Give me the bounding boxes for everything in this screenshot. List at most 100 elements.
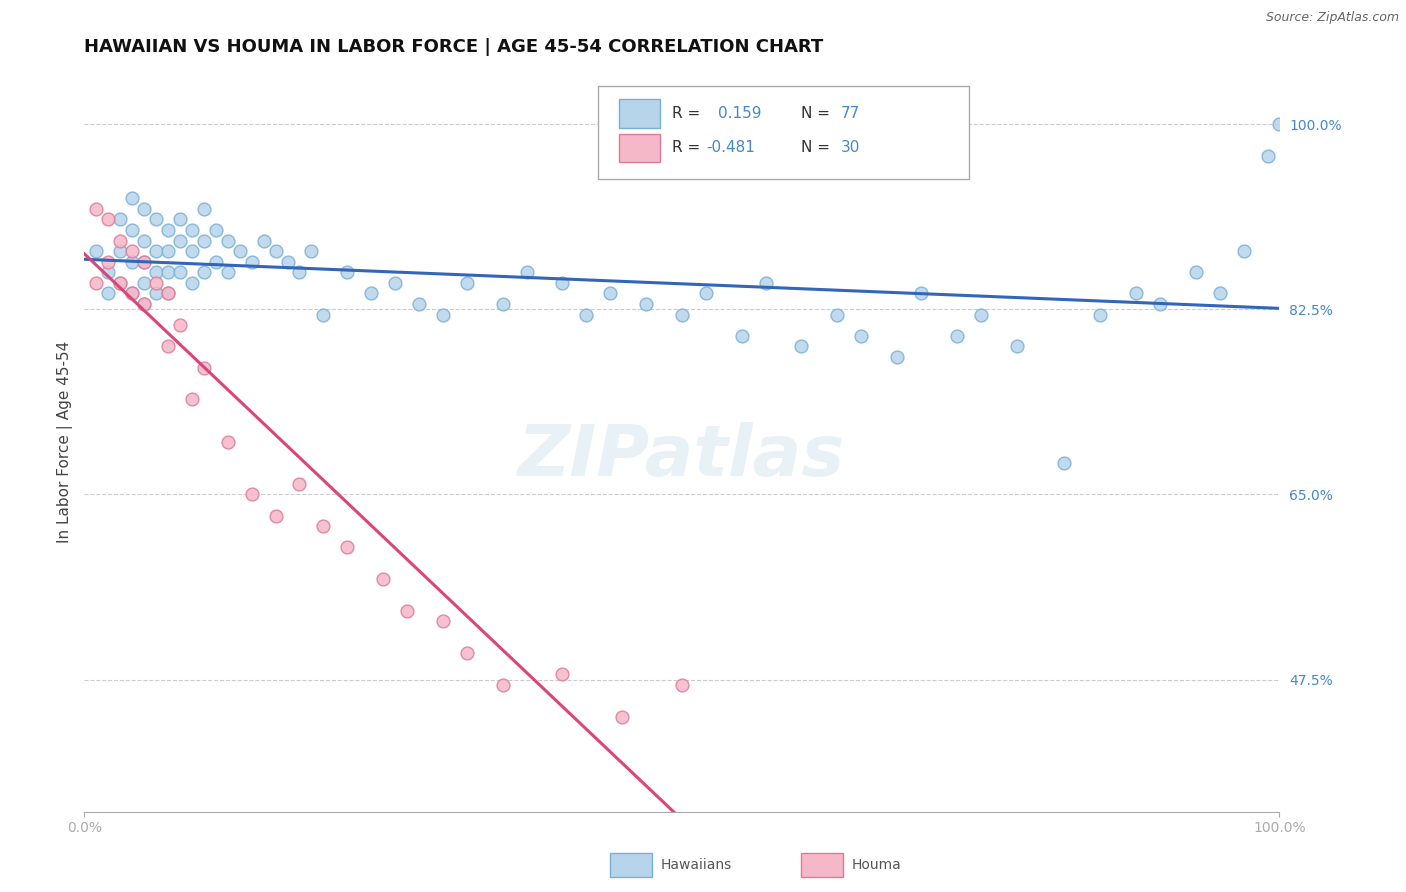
Point: [731, 328, 754, 343]
Bar: [619, 100, 661, 128]
Text: -0.481: -0.481: [706, 140, 755, 155]
Point: [516, 265, 538, 279]
Point: [97, 265, 120, 279]
Point: [193, 265, 215, 279]
Point: [110, 234, 132, 248]
Point: [373, 572, 395, 586]
Point: [169, 212, 191, 227]
Point: [1233, 244, 1256, 259]
Point: [1209, 286, 1232, 301]
Point: [755, 276, 778, 290]
Point: [169, 318, 191, 333]
Point: [240, 487, 263, 501]
Point: [384, 276, 406, 290]
Point: [229, 244, 252, 259]
Point: [360, 286, 382, 301]
Point: [157, 244, 180, 259]
Point: [432, 308, 454, 322]
Point: [181, 244, 204, 259]
Point: [456, 646, 478, 660]
Point: [169, 265, 191, 279]
Point: [205, 254, 228, 268]
Point: [193, 234, 215, 248]
Point: [121, 223, 143, 237]
Point: [97, 254, 120, 268]
Point: [851, 328, 873, 343]
Point: [145, 212, 167, 227]
Point: [827, 308, 849, 322]
Point: [312, 308, 335, 322]
Text: N =: N =: [801, 140, 835, 155]
Point: [1053, 456, 1076, 470]
Point: [145, 265, 167, 279]
Text: Source: ZipAtlas.com: Source: ZipAtlas.com: [1265, 11, 1399, 24]
Text: Houma: Houma: [852, 858, 901, 872]
Point: [551, 667, 574, 681]
Bar: [610, 853, 652, 877]
Point: [253, 234, 276, 248]
Point: [121, 244, 143, 259]
Point: [86, 244, 108, 259]
Point: [121, 254, 143, 268]
Point: [432, 615, 454, 629]
Point: [599, 286, 621, 301]
Point: [970, 308, 993, 322]
Point: [264, 244, 287, 259]
Point: [169, 234, 191, 248]
Point: [132, 297, 156, 311]
Point: [86, 202, 108, 216]
Point: [205, 223, 228, 237]
Point: [1149, 297, 1171, 311]
Text: R =: R =: [672, 106, 706, 121]
Point: [132, 234, 156, 248]
Point: [145, 244, 167, 259]
Point: [121, 286, 143, 301]
Point: [240, 254, 263, 268]
Point: [157, 223, 180, 237]
Point: [396, 604, 419, 618]
Point: [132, 254, 156, 268]
Point: [336, 265, 359, 279]
Point: [145, 276, 167, 290]
Point: [1090, 308, 1112, 322]
Point: [181, 392, 204, 407]
Point: [1005, 339, 1028, 353]
Point: [217, 234, 239, 248]
Point: [157, 286, 180, 301]
Point: [456, 276, 478, 290]
Point: [946, 328, 969, 343]
Point: [408, 297, 430, 311]
Point: [636, 297, 658, 311]
Point: [110, 276, 132, 290]
Text: 77: 77: [841, 106, 860, 121]
Text: N =: N =: [801, 106, 835, 121]
Point: [695, 286, 717, 301]
Point: [157, 286, 180, 301]
Point: [121, 191, 143, 205]
Point: [1185, 265, 1208, 279]
Text: ZIPatlas: ZIPatlas: [519, 422, 845, 491]
Point: [132, 202, 156, 216]
Point: [551, 276, 574, 290]
Text: 0.159: 0.159: [718, 106, 761, 121]
Point: [1125, 286, 1147, 301]
Point: [97, 286, 120, 301]
Point: [110, 276, 132, 290]
Point: [671, 678, 693, 692]
Point: [181, 223, 204, 237]
Text: HAWAIIAN VS HOUMA IN LABOR FORCE | AGE 45-54 CORRELATION CHART: HAWAIIAN VS HOUMA IN LABOR FORCE | AGE 4…: [84, 38, 824, 56]
Point: [1257, 149, 1279, 163]
Point: [277, 254, 299, 268]
Point: [132, 254, 156, 268]
Bar: [801, 853, 844, 877]
Point: [886, 350, 908, 364]
Point: [288, 265, 311, 279]
Point: [193, 360, 215, 375]
Text: R =: R =: [672, 140, 706, 155]
Point: [312, 519, 335, 533]
Point: [264, 508, 287, 523]
Point: [671, 308, 693, 322]
Y-axis label: In Labor Force | Age 45-54: In Labor Force | Age 45-54: [58, 341, 73, 542]
Point: [157, 339, 180, 353]
Point: [301, 244, 323, 259]
